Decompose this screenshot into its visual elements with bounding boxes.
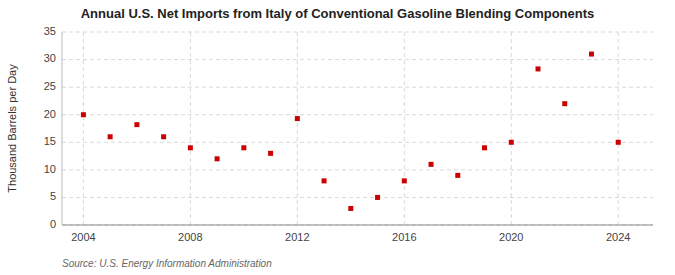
y-grid-line bbox=[62, 169, 653, 170]
y-grid-line bbox=[62, 197, 653, 198]
y-grid-line bbox=[62, 142, 653, 143]
y-axis-line bbox=[62, 32, 63, 225]
point bbox=[81, 112, 86, 117]
x-axis-line bbox=[62, 225, 653, 226]
chart-container: 0 5 10 15 20 25 30 35 2004 2008 2012 2016 2020 2024 Th… bbox=[0, 0, 675, 275]
x-grid-line bbox=[511, 32, 512, 225]
x-grid-line bbox=[297, 32, 298, 225]
point bbox=[215, 156, 220, 161]
point bbox=[562, 101, 567, 106]
x-tick-label: 2020 bbox=[499, 231, 523, 243]
x-tick-label: 2004 bbox=[71, 231, 95, 243]
y-grid-line bbox=[62, 87, 653, 88]
point bbox=[455, 173, 460, 178]
grid bbox=[62, 32, 653, 225]
y-tick-label: 15 bbox=[44, 135, 56, 147]
y-tick-label: 25 bbox=[44, 80, 56, 92]
point bbox=[589, 52, 594, 57]
y-axis-label: Thousand Barrels per Day bbox=[6, 64, 18, 193]
y-grid-line bbox=[62, 32, 653, 33]
point bbox=[616, 140, 621, 145]
y-grid-line bbox=[62, 114, 653, 115]
x-grid-line bbox=[190, 32, 191, 225]
point bbox=[241, 145, 246, 150]
y-tick-label: 5 bbox=[50, 190, 56, 202]
x-grid-line bbox=[83, 32, 84, 225]
point bbox=[482, 145, 487, 150]
point bbox=[134, 122, 139, 127]
point bbox=[268, 151, 273, 156]
x-tick-label: 2016 bbox=[392, 231, 416, 243]
point bbox=[161, 134, 166, 139]
x-tick-label: 2008 bbox=[178, 231, 202, 243]
point bbox=[322, 178, 327, 183]
x-tick-label: 2024 bbox=[606, 231, 630, 243]
x-grid-line bbox=[618, 32, 619, 225]
point bbox=[429, 162, 434, 167]
point bbox=[402, 178, 407, 183]
x-tick-label: 2012 bbox=[285, 231, 309, 243]
y-tick-label: 10 bbox=[44, 163, 56, 175]
y-tick-label: 0 bbox=[50, 218, 56, 230]
point bbox=[188, 145, 193, 150]
point bbox=[536, 66, 541, 71]
y-tick-label: 20 bbox=[44, 108, 56, 120]
point bbox=[348, 206, 353, 211]
y-tick-label: 30 bbox=[44, 52, 56, 64]
points bbox=[81, 52, 621, 211]
point bbox=[295, 116, 300, 121]
point bbox=[108, 134, 113, 139]
point bbox=[375, 195, 380, 200]
title: Annual U.S. Net Imports from Italy of Co… bbox=[81, 6, 595, 21]
y-grid-line bbox=[62, 225, 653, 226]
x-grid-line bbox=[404, 32, 405, 225]
point bbox=[509, 140, 514, 145]
y-grid-line bbox=[62, 59, 653, 60]
chart: 0 5 10 15 20 25 30 35 2004 2008 2012 2016 2020 2024 Th… bbox=[0, 0, 675, 275]
y-tick-label: 35 bbox=[44, 25, 56, 37]
source-note: Source: U.S. Energy Information Administ… bbox=[62, 258, 272, 269]
